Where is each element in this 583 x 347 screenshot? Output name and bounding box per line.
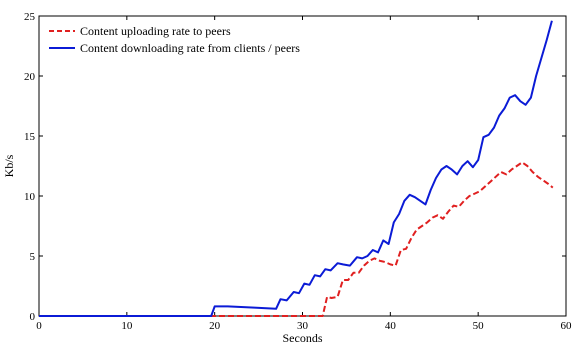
legend-label-upload: Content uploading rate to peers: [80, 24, 231, 38]
legend: Content uploading rate to peers Content …: [44, 20, 319, 58]
x-tick-label: 60: [561, 320, 573, 332]
x-tick-label: 10: [121, 320, 133, 332]
x-tick-label: 20: [209, 320, 221, 332]
y-tick-label: 5: [30, 251, 36, 263]
legend-label-download: Content downloading rate from clients / …: [80, 41, 300, 55]
y-tick-label: 25: [24, 11, 36, 23]
y-axis: 0 5 10 15 20 25: [24, 11, 566, 323]
x-tick-label: 40: [385, 320, 397, 332]
y-tick-label: 15: [24, 131, 36, 143]
plot-frame: [38, 15, 567, 317]
y-tick-label: 0: [30, 311, 36, 323]
x-tick-label: 30: [297, 320, 309, 332]
series-line-download: [39, 20, 553, 317]
y-tick-label: 20: [24, 71, 36, 83]
x-tick-label: 50: [473, 320, 485, 332]
series-layer: [39, 20, 554, 317]
series-line-upload: [39, 161, 554, 317]
y-axis-label: Kb/s: [2, 154, 16, 177]
x-axis-label: Seconds: [283, 331, 323, 345]
legend-box: [44, 20, 319, 58]
plot-area: [38, 15, 567, 317]
x-axis: 0 10 20 30 40 50 60: [36, 16, 572, 332]
y-tick-label: 10: [24, 191, 36, 203]
x-tick-label: 0: [36, 320, 42, 332]
